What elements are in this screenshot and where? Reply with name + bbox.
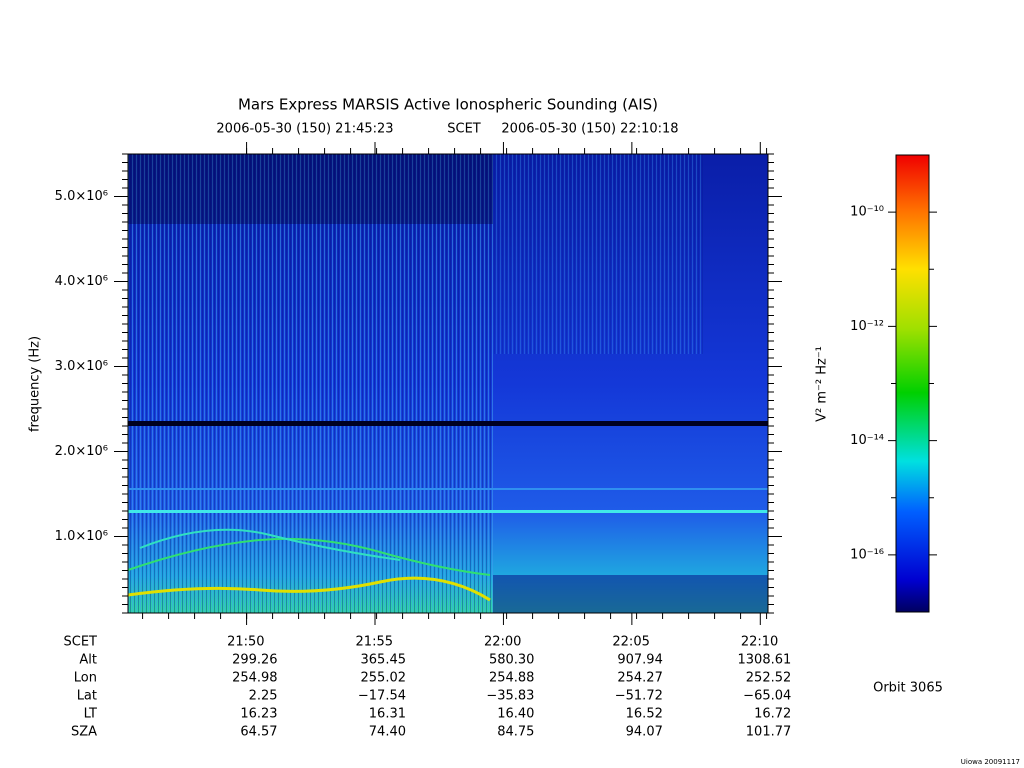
ephemeris-value: 16.72 [754, 707, 791, 722]
ephemeris-value: 84.75 [497, 725, 534, 740]
ephemeris-value: 74.40 [369, 725, 406, 740]
colorbar-tick-label: 10⁻¹² [850, 319, 884, 334]
ephemeris-value: 1308.61 [738, 653, 792, 668]
ephemeris-value: −65.04 [743, 689, 791, 704]
ephemeris-value: 252.52 [746, 671, 792, 686]
ephemeris-label: SZA [71, 725, 97, 740]
x-tick-label: 21:55 [356, 635, 393, 650]
subtitle-mid: SCET [447, 122, 481, 137]
ephemeris-value: 299.26 [232, 653, 278, 668]
ephemeris-label: SCET [64, 635, 98, 650]
ephemeris-value: 907.94 [617, 653, 663, 668]
colorbar [895, 154, 930, 613]
ephemeris-label: Lon [74, 671, 97, 686]
ephemeris-value: 254.88 [489, 671, 535, 686]
ephemeris-value: 254.98 [232, 671, 278, 686]
ephemeris-value: −51.72 [615, 689, 663, 704]
y-tick-label: 1.0×10⁶ [55, 529, 108, 544]
ephemeris-value: 2.25 [249, 689, 278, 704]
colorbar-tick-label: 10⁻¹⁴ [850, 433, 884, 448]
ephemeris-value: 16.40 [497, 707, 534, 722]
x-tick-label: 21:50 [227, 635, 264, 650]
colorbar-tick-label: 10⁻¹⁶ [850, 547, 884, 562]
ephemeris-label: LT [84, 707, 97, 722]
ephemeris-value: 94.07 [626, 725, 663, 740]
x-tick-label: 22:05 [612, 635, 649, 650]
y-tick-label: 3.0×10⁶ [55, 359, 108, 374]
colorbar-tick-label: 10⁻¹⁰ [850, 205, 884, 220]
ephemeris-value: 580.30 [489, 653, 535, 668]
ephemeris-value: 16.23 [240, 707, 277, 722]
ephemeris-value: 255.02 [361, 671, 407, 686]
subtitle-start: 2006-05-30 (150) 21:45:23 [216, 122, 393, 137]
ephemeris-value: 365.45 [361, 653, 407, 668]
ephemeris-value: 16.31 [369, 707, 406, 722]
y-tick-label: 4.0×10⁶ [55, 274, 108, 289]
subtitle-end: 2006-05-30 (150) 22:10:18 [501, 122, 678, 137]
ephemeris-value: 64.57 [240, 725, 277, 740]
y-axis-label: frequency (Hz) [28, 336, 43, 432]
x-tick-label: 22:00 [484, 635, 521, 650]
y-tick-label: 5.0×10⁶ [55, 189, 108, 204]
spectrogram [127, 154, 768, 613]
ephemeris-label: Alt [79, 653, 97, 668]
orbit-label: Orbit 3065 [873, 681, 943, 696]
ephemeris-value: −17.54 [358, 689, 406, 704]
colorbar-label: V² m⁻² Hz⁻¹ [815, 346, 830, 422]
ephemeris-value: 16.52 [626, 707, 663, 722]
y-tick-label: 2.0×10⁶ [55, 444, 108, 459]
chart-title: Mars Express MARSIS Active Ionospheric S… [238, 96, 658, 114]
ephemeris-value: 101.77 [746, 725, 792, 740]
ephemeris-label: Lat [77, 689, 97, 704]
ephemeris-value: −35.83 [486, 689, 534, 704]
x-tick-label: 22:10 [741, 635, 778, 650]
footer: Uiowa 20091117 [961, 758, 1020, 766]
ephemeris-value: 254.27 [617, 671, 663, 686]
